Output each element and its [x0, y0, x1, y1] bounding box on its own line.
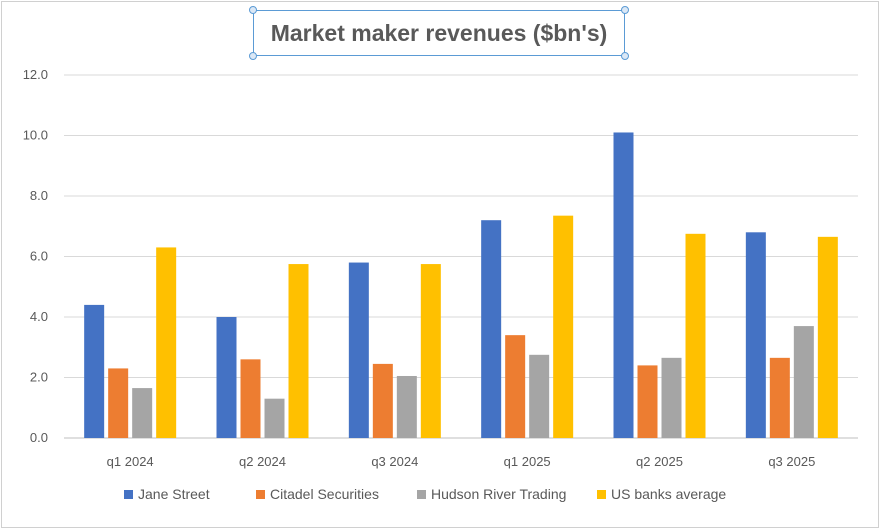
legend-label: Citadel Securities [270, 486, 379, 502]
bar-hudson-river-trading [793, 326, 814, 438]
x-tick-label: q2 2024 [239, 454, 286, 469]
bar-jane-street [348, 262, 369, 438]
y-tick-label: 4.0 [30, 309, 48, 324]
bar-hudson-river-trading [132, 388, 153, 438]
bar-us-banks-average [288, 264, 309, 438]
bar-citadel-securities [240, 359, 261, 438]
y-tick-label: 6.0 [30, 249, 48, 264]
bar-hudson-river-trading [264, 398, 285, 438]
x-tick-label: q2 2025 [636, 454, 683, 469]
bar-jane-street [745, 232, 766, 438]
bar-us-banks-average [685, 233, 706, 438]
legend-swatch [417, 490, 426, 499]
bar-jane-street [216, 317, 237, 438]
x-tick-label: q1 2024 [107, 454, 154, 469]
selection-handle-bottom-left[interactable] [249, 52, 257, 60]
x-tick-label: q3 2025 [768, 454, 815, 469]
bar-hudson-river-trading [396, 375, 417, 438]
legend-label: Hudson River Trading [431, 486, 566, 502]
y-tick-label: 12.0 [23, 67, 48, 82]
chart-title-box[interactable]: Market maker revenues ($bn's) [253, 10, 625, 56]
bar-citadel-securities [505, 335, 526, 438]
y-tick-label: 8.0 [30, 188, 48, 203]
legend-swatch [256, 490, 265, 499]
bar-us-banks-average [420, 264, 441, 438]
legend-label: US banks average [611, 486, 726, 502]
bar-citadel-securities [108, 368, 129, 438]
x-tick-label: q3 2024 [371, 454, 418, 469]
bar-us-banks-average [156, 247, 177, 438]
bar-hudson-river-trading [529, 354, 550, 438]
bar-hudson-river-trading [661, 357, 682, 438]
selection-handle-bottom-right[interactable] [621, 52, 629, 60]
bar-us-banks-average [553, 215, 574, 438]
legend-swatch [124, 490, 133, 499]
bar-jane-street [613, 132, 634, 438]
bar-jane-street [481, 220, 502, 438]
y-tick-label: 0.0 [30, 430, 48, 445]
legend-swatch [597, 490, 606, 499]
bar-us-banks-average [817, 236, 838, 438]
bar-citadel-securities [637, 365, 658, 438]
selection-handle-top-right[interactable] [621, 6, 629, 14]
bar-jane-street [84, 304, 105, 438]
legend-label: Jane Street [138, 486, 210, 502]
bar-citadel-securities [769, 357, 790, 438]
bar-citadel-securities [372, 363, 393, 438]
y-tick-label: 10.0 [23, 128, 48, 143]
x-tick-label: q1 2025 [504, 454, 551, 469]
y-tick-label: 2.0 [30, 370, 48, 385]
selection-handle-top-left[interactable] [249, 6, 257, 14]
chart-title: Market maker revenues ($bn's) [270, 19, 608, 46]
